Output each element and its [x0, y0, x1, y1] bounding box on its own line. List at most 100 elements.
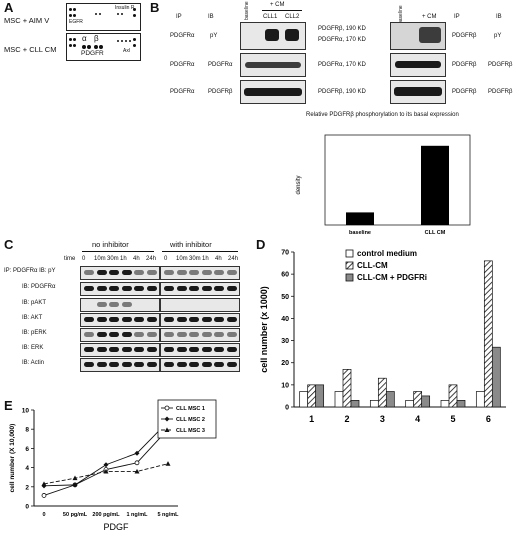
right-row3-ib: PDGFRβ [488, 89, 513, 95]
right-row3-ip: PDGFRβ [452, 89, 477, 95]
blot-c-left-row-5 [80, 343, 160, 357]
blot-c-right-row-0 [160, 266, 240, 280]
chart-e-point-s2-3 [134, 468, 140, 474]
blot-row-label-3: IB: AKT [22, 315, 43, 321]
chart-d-bar-s0-c4 [440, 400, 450, 408]
chart-b-bar-1 [421, 145, 449, 225]
blot-c-left-row-6 [80, 358, 160, 372]
mid-label-r3: PDGFRβ, 190 KD [318, 89, 366, 95]
array-spot [69, 8, 72, 11]
chart-b-frame [324, 134, 471, 226]
pdgfr-label: PDGFR [81, 50, 104, 57]
right-ip-header: IP [454, 14, 460, 20]
blot-band [245, 62, 301, 68]
chart-d-bar-s0-c2 [369, 400, 379, 408]
chart-e-xtitle: PDGF [103, 522, 129, 532]
blot-band [164, 347, 174, 352]
panel-a-letter: A [4, 0, 14, 15]
blot-band [176, 362, 187, 367]
blot-row-label-0: IP: PDGFRα IB: pY [4, 268, 56, 274]
blot-band [226, 270, 237, 275]
panel-e-letter: E [4, 398, 13, 413]
blot-band [189, 332, 199, 337]
blot-band [146, 347, 157, 352]
chart-e-legend-marker-0 [164, 405, 170, 411]
chart-d-xtick-5: 6 [486, 414, 491, 424]
chart-e-xtick-2: 200 pg/mL [92, 512, 120, 518]
blot-band [134, 317, 144, 322]
blot-c-right-row-6 [160, 358, 240, 372]
chart-d-bar-s0-c3 [405, 400, 415, 408]
array-spot [121, 13, 123, 15]
chart-d-ytick-label: 40 [281, 316, 289, 323]
blot-band [109, 347, 119, 352]
chart-e-point-s0-0 [41, 493, 47, 498]
left-row1-ib: pY [210, 33, 218, 39]
chart-d-ytick-label: 20 [281, 360, 289, 367]
array-spot [95, 13, 97, 15]
blot-band [201, 317, 212, 322]
chart-d-bar-s0-c1 [334, 391, 344, 408]
array-spot [69, 38, 72, 41]
blot-band [84, 286, 94, 291]
array-spot [133, 14, 136, 17]
blot-c-right-row-2 [160, 298, 240, 312]
blot-b-right-1 [390, 22, 446, 50]
array-spot [69, 44, 72, 47]
no-inhibitor-time-1: 10m [94, 256, 106, 262]
blot-c-left-row-3 [80, 313, 160, 327]
no-inhibitor-time-0: 0 [82, 256, 86, 262]
left-row2-ib: PDGFRα [208, 62, 233, 68]
panel-a-row1-label: MSC + AIM V [4, 16, 50, 25]
chart-b-title: Relative PDGFRβ phosphorylation to its b… [306, 112, 459, 118]
array-spot [73, 44, 76, 47]
blot-band [84, 347, 94, 352]
chart-b-density: density baseline CLL CM [296, 134, 471, 236]
blot-band [394, 87, 442, 96]
blot-c-left-row-0 [80, 266, 160, 280]
array-spot [73, 8, 76, 11]
blot-band [164, 362, 174, 367]
blot-band [121, 347, 132, 352]
chart-e-point-s0-3 [134, 460, 140, 466]
chart-e-point-s2-0 [41, 481, 47, 486]
chart-e-point-s1-2 [103, 462, 109, 468]
blot-band [146, 362, 157, 367]
blot-band [214, 362, 224, 367]
baseline-label: baseline [244, 1, 250, 20]
blot-band [109, 302, 119, 307]
chart-e-point-s1-3 [134, 450, 140, 456]
with-inhibitor-time-0: 0 [164, 256, 168, 262]
chart-d-bar-s0-c0 [299, 391, 309, 408]
blot-band [265, 29, 279, 41]
blot-band [189, 270, 199, 275]
chart-d-cell-number: 0 10 20 30 40 50 60 70 cell number (x 1000) 1 2 3 4 5… [259, 249, 506, 424]
panel-d-letter: D [256, 237, 266, 252]
chart-b-bar-0 [346, 212, 374, 225]
chart-e-xtick-0: 0 [42, 512, 45, 518]
chart-d-bar-s1-c3 [413, 391, 423, 408]
blot-band [121, 317, 132, 322]
blot-c-right-row-4 [160, 328, 240, 342]
left-row1-ip: PDGFRα [170, 33, 195, 39]
ib-header: IB [208, 14, 214, 20]
chart-e-xtick-1: 50 pg/mL [63, 512, 88, 518]
array-spot [87, 45, 91, 49]
blot-band [176, 270, 187, 275]
blot-band [96, 332, 107, 337]
blot-band [109, 270, 119, 275]
blot-band [189, 362, 199, 367]
blot-band [96, 317, 107, 322]
blot-b-right-3 [390, 80, 446, 104]
blot-band [146, 317, 157, 322]
blot-row-label-6: IB: Actin [22, 360, 45, 366]
blot-band [121, 286, 132, 291]
chart-d-xtick-1: 2 [344, 414, 349, 424]
beta-label: β [94, 34, 99, 43]
blot-b-left-3 [240, 80, 306, 104]
chart-e-point-s2-2 [103, 468, 109, 474]
chart-e-ytick-label: 10 [22, 408, 30, 415]
blot-band [134, 347, 144, 352]
cll1-label: CLL1 [263, 14, 278, 20]
chart-d-bar-s1-c1 [342, 369, 352, 408]
